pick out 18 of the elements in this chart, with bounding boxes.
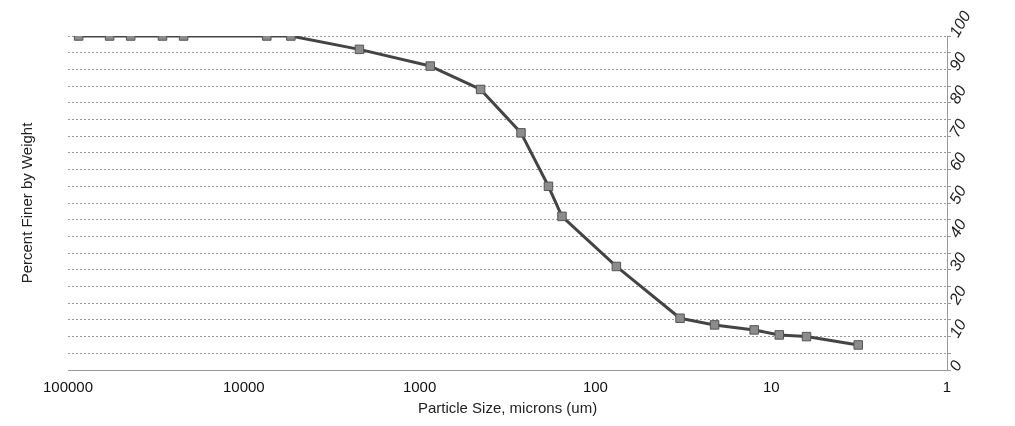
x-tick-label: 10 xyxy=(762,378,780,396)
y-tick-label: 80 xyxy=(945,82,970,107)
x-axis-title: Particle Size, microns (um) xyxy=(417,399,598,417)
x-tick-label: 10000 xyxy=(222,378,265,396)
y-tick-label: 90 xyxy=(945,49,970,74)
y-tick-label: 10 xyxy=(945,316,970,341)
y-tick-label: 60 xyxy=(945,149,970,174)
x-tick-label: 1 xyxy=(942,378,952,396)
y-tick-label: 70 xyxy=(945,115,970,140)
y-tick-label: 50 xyxy=(945,182,970,207)
y-tick-label: 40 xyxy=(945,216,970,241)
y-tick-label: 20 xyxy=(945,282,970,308)
x-tick-label: 100000 xyxy=(42,378,94,396)
y-tick-label: 30 xyxy=(945,249,970,274)
y-tick-label: 0 xyxy=(945,357,965,374)
x-tick-label: 1000 xyxy=(402,378,437,396)
x-tick-label: 100 xyxy=(582,378,608,396)
y-axis-title: Percent Finer by Weight xyxy=(18,121,36,284)
